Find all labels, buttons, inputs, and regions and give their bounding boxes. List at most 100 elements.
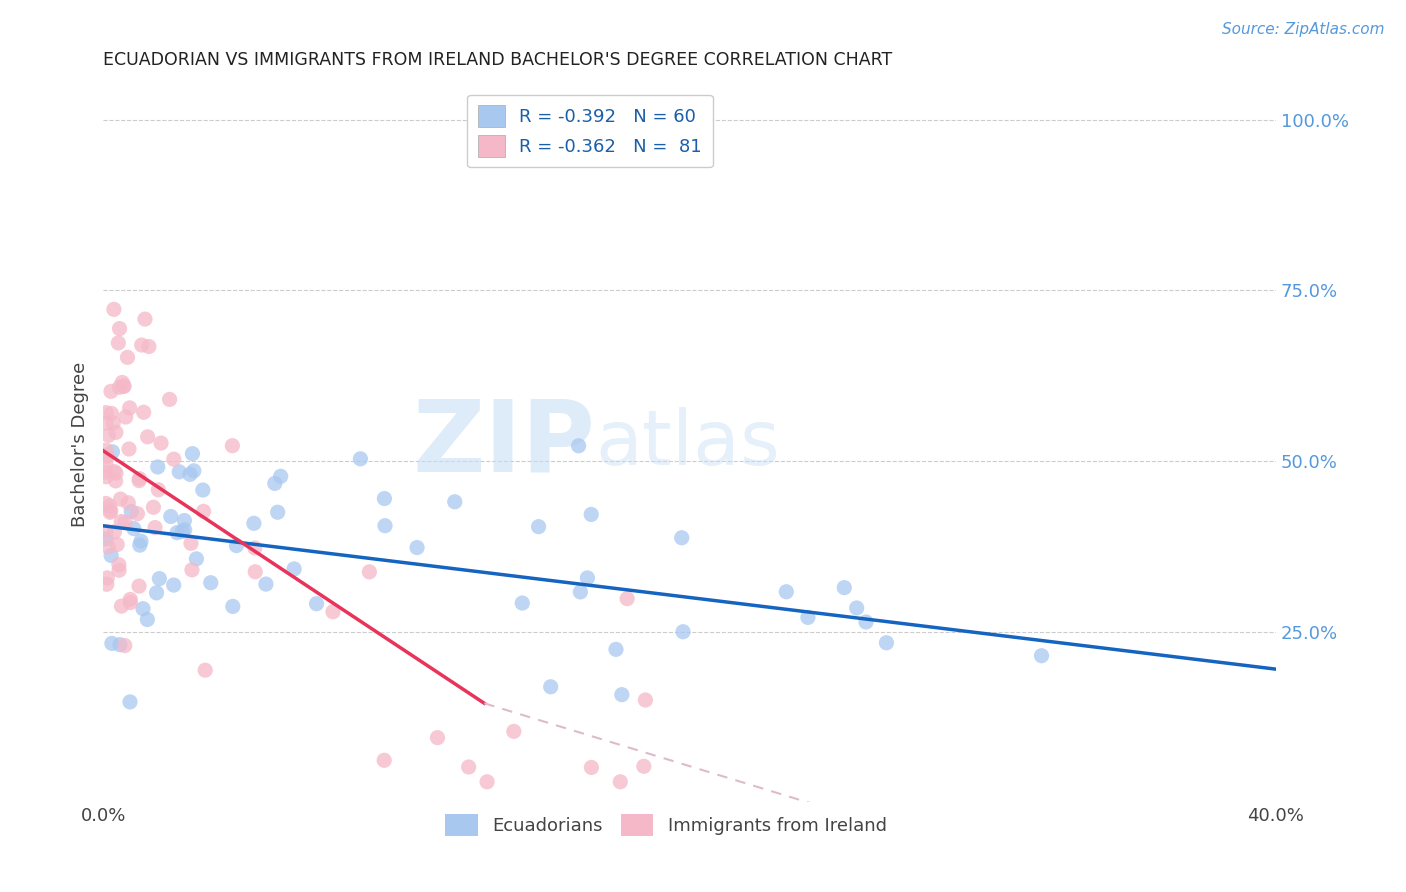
Point (502, 724, 524, 739)
Point (163, 578, 186, 592)
Point (163, 452, 186, 467)
Legend: Ecuadorians, Immigrants from Ireland: Ecuadorians, Immigrants from Ireland (439, 807, 894, 844)
Point (373, 491, 395, 506)
Point (146, 459, 169, 474)
Point (1031, 648, 1053, 663)
Point (568, 439, 591, 453)
Point (98, 505, 121, 519)
Point (128, 472, 150, 486)
Point (616, 591, 638, 606)
Point (173, 523, 195, 537)
Point (107, 335, 129, 350)
Point (132, 405, 155, 419)
Text: ECUADORIAN VS IMMIGRANTS FROM IRELAND BACHELOR'S DEGREE CORRELATION CHART: ECUADORIAN VS IMMIGRANTS FROM IRELAND BA… (103, 51, 893, 69)
Point (100, 384, 122, 399)
Point (100, 549, 122, 563)
Point (110, 491, 132, 506)
Point (134, 312, 156, 326)
Point (94, 532, 117, 546)
Point (96, 577, 118, 591)
Point (179, 467, 201, 482)
Point (359, 565, 381, 579)
Point (97, 540, 120, 554)
Point (97, 428, 120, 442)
Point (254, 577, 277, 591)
Point (94, 449, 117, 463)
Point (510, 596, 533, 610)
Point (136, 430, 159, 444)
Point (94, 458, 117, 472)
Point (426, 731, 449, 745)
Point (633, 759, 655, 773)
Point (101, 636, 124, 650)
Point (374, 518, 396, 533)
Point (101, 445, 124, 459)
Point (263, 476, 285, 491)
Point (221, 439, 243, 453)
Point (103, 524, 125, 539)
Point (136, 613, 159, 627)
Point (128, 538, 150, 552)
Point (120, 592, 142, 607)
Point (443, 495, 465, 509)
Point (581, 760, 603, 774)
Point (610, 688, 633, 702)
Point (475, 774, 498, 789)
Point (104, 474, 127, 488)
Point (122, 522, 145, 536)
Point (671, 531, 693, 545)
Point (94, 496, 117, 510)
Point (173, 514, 195, 528)
Point (183, 464, 205, 478)
Point (128, 474, 150, 488)
Point (159, 509, 181, 524)
Point (94, 443, 117, 458)
Point (117, 496, 139, 510)
Point (117, 351, 139, 365)
Point (103, 302, 125, 317)
Point (96, 450, 118, 464)
Text: ZIP: ZIP (413, 395, 596, 492)
Point (193, 504, 215, 518)
Point (145, 586, 167, 600)
Point (373, 753, 395, 767)
Point (527, 519, 550, 533)
Point (266, 505, 288, 519)
Point (108, 638, 131, 652)
Point (132, 601, 155, 615)
Point (94, 524, 117, 539)
Point (148, 572, 170, 586)
Point (114, 516, 136, 530)
Point (120, 596, 142, 610)
Point (110, 515, 132, 529)
Point (406, 541, 429, 555)
Point (120, 504, 142, 518)
Point (143, 520, 166, 534)
Point (127, 507, 149, 521)
Point (100, 503, 122, 517)
Point (200, 575, 222, 590)
Point (150, 436, 173, 450)
Point (222, 599, 245, 614)
Point (94, 417, 117, 431)
Point (111, 376, 134, 390)
Point (349, 451, 371, 466)
Point (322, 605, 344, 619)
Point (166, 525, 188, 540)
Point (579, 508, 602, 522)
Point (112, 379, 135, 393)
Point (118, 695, 141, 709)
Point (128, 579, 150, 593)
Point (875, 636, 897, 650)
Point (108, 380, 131, 394)
Point (270, 469, 292, 483)
Point (108, 321, 131, 335)
Point (305, 597, 328, 611)
Text: Source: ZipAtlas.com: Source: ZipAtlas.com (1222, 22, 1385, 37)
Point (114, 639, 136, 653)
Point (283, 562, 305, 576)
Point (186, 552, 208, 566)
Point (457, 760, 479, 774)
Point (540, 680, 562, 694)
Point (138, 339, 160, 353)
